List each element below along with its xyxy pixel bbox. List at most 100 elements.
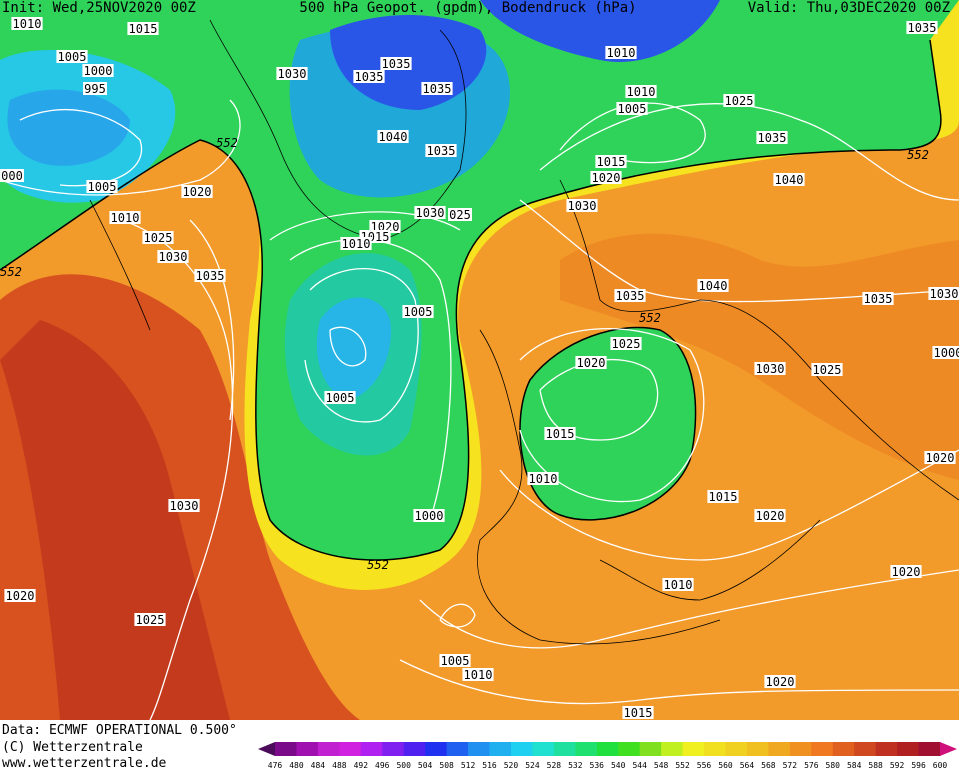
isobar-label: 1010 bbox=[607, 46, 636, 60]
isobar-label-box bbox=[157, 250, 189, 263]
colorbar-cell bbox=[296, 742, 319, 756]
colorbar-label: 496 bbox=[375, 761, 390, 770]
isobar-label-box bbox=[462, 668, 494, 681]
isobar-label-box bbox=[181, 185, 213, 198]
greenland-low-core bbox=[7, 89, 131, 166]
isobar-label: 1020 bbox=[756, 509, 785, 523]
colorbar-cell bbox=[661, 742, 684, 756]
colorbar-cell bbox=[382, 742, 405, 756]
isobar-label-box bbox=[527, 472, 559, 485]
isobar-label-box bbox=[414, 206, 446, 219]
colorbar-label: 508 bbox=[439, 761, 454, 770]
isobar-label-box bbox=[595, 155, 627, 168]
isobar-label: 1020 bbox=[592, 171, 621, 185]
isobar-label-box bbox=[11, 17, 43, 30]
geopotential-label: 552 bbox=[639, 311, 661, 325]
colorbar-label: 488 bbox=[332, 761, 347, 770]
isobar-label: 1010 bbox=[464, 668, 493, 682]
isobar-label-box bbox=[276, 67, 308, 80]
isobar-label-box bbox=[340, 237, 372, 250]
isobar-label: 1015 bbox=[129, 22, 158, 36]
isobar-label: 1035 bbox=[427, 144, 456, 158]
colorbar-cell bbox=[489, 742, 512, 756]
colorbar-label: 536 bbox=[590, 761, 605, 770]
isobar-label: 995 bbox=[84, 82, 106, 96]
isobar-label: 1035 bbox=[758, 131, 787, 145]
isobar-label-box bbox=[353, 70, 385, 83]
isobar-label-box bbox=[127, 22, 159, 35]
colorbar-cell bbox=[704, 742, 726, 756]
isobar-label: 1040 bbox=[379, 130, 408, 144]
atlantic-low-core bbox=[316, 297, 391, 400]
isobar-label: 1030 bbox=[159, 250, 188, 264]
isobar-label-box bbox=[324, 391, 356, 404]
isobar-label: 1010 bbox=[529, 472, 558, 486]
isobar-label: 1035 bbox=[355, 70, 384, 84]
isobar-label: 1030 bbox=[930, 287, 959, 301]
isobar-label-box bbox=[421, 82, 453, 95]
isobar-label: 1030 bbox=[756, 362, 785, 376]
colorbar: 476 480 484 488 492 496 500 504 508 512 516 520 524 5… bbox=[258, 742, 957, 770]
colorbar-arrow-right bbox=[940, 742, 957, 756]
colorbar-label: 516 bbox=[482, 761, 497, 770]
colorbar-cell bbox=[553, 742, 576, 756]
colorbar-label: 572 bbox=[783, 761, 798, 770]
isobar-label: 1020 bbox=[926, 451, 955, 465]
isobar-label-box bbox=[928, 287, 959, 300]
geopotential-label: 552 bbox=[907, 148, 929, 162]
warm-core bbox=[0, 320, 230, 720]
isobar-label-box bbox=[377, 130, 409, 143]
geopotential-label: 552 bbox=[367, 558, 389, 572]
isobar-label: 1005 bbox=[88, 180, 117, 194]
colorbar-label: 596 bbox=[911, 761, 926, 770]
isobar-label-box bbox=[610, 337, 642, 350]
isobar-label-box bbox=[83, 82, 107, 95]
colorbar-cell bbox=[789, 742, 812, 756]
isobar-label-box bbox=[697, 279, 729, 292]
colorbar-label: 476 bbox=[268, 761, 283, 770]
isobar-label: 1005 bbox=[326, 391, 355, 405]
isobar-label-box bbox=[590, 171, 622, 184]
isobar-label-box bbox=[4, 589, 36, 602]
isobar-label-box bbox=[707, 490, 739, 503]
isobar-label-box bbox=[764, 675, 796, 688]
colorbar-cell bbox=[425, 742, 448, 756]
colorbar-label: 552 bbox=[675, 761, 690, 770]
colorbar-cell bbox=[918, 742, 941, 756]
colorbar-cell bbox=[275, 742, 297, 756]
isobar-label: 1005 bbox=[441, 654, 470, 668]
isobar-label-box bbox=[448, 208, 472, 221]
isobar-label: 1040 bbox=[775, 173, 804, 187]
colorbar-cell bbox=[596, 742, 619, 756]
isobar-label: 1035 bbox=[196, 269, 225, 283]
colorbar-cell bbox=[832, 742, 855, 756]
isobar-label-box bbox=[622, 706, 654, 719]
colorbar-label: 576 bbox=[804, 761, 819, 770]
colorbar-cell bbox=[360, 742, 383, 756]
colorbar-cell bbox=[575, 742, 598, 756]
colorbar-label: 520 bbox=[504, 761, 519, 770]
isobar-label: 1035 bbox=[423, 82, 452, 96]
isobar-label-box bbox=[862, 292, 894, 305]
colorbar-cell bbox=[446, 742, 469, 756]
init-time: Init: Wed,25NOV2020 00Z bbox=[2, 0, 196, 16]
isobar-label-box bbox=[754, 509, 786, 522]
map-title: 500 hPa Geopot. (gpdm), Bodendruck (hPa) bbox=[299, 0, 636, 16]
isobar-label: 1020 bbox=[892, 565, 921, 579]
colorbar-label: 492 bbox=[354, 761, 369, 770]
colorbar-cell bbox=[746, 742, 769, 756]
isobar-label-box bbox=[134, 613, 166, 626]
colorbar-label: 524 bbox=[525, 761, 540, 770]
colorbar-label: 580 bbox=[826, 761, 841, 770]
isobar-label: 1010 bbox=[111, 211, 140, 225]
isobar-label-box bbox=[575, 356, 607, 369]
isobar-label-box bbox=[82, 64, 114, 77]
isobar-label-box bbox=[142, 231, 174, 244]
isobar-label: 1030 bbox=[568, 199, 597, 213]
valid-time: Valid: Thu,03DEC2020 00Z bbox=[748, 0, 950, 16]
isobar-label-box bbox=[811, 363, 843, 376]
colorbar-label: 512 bbox=[461, 761, 476, 770]
colorbar-cell bbox=[811, 742, 834, 756]
